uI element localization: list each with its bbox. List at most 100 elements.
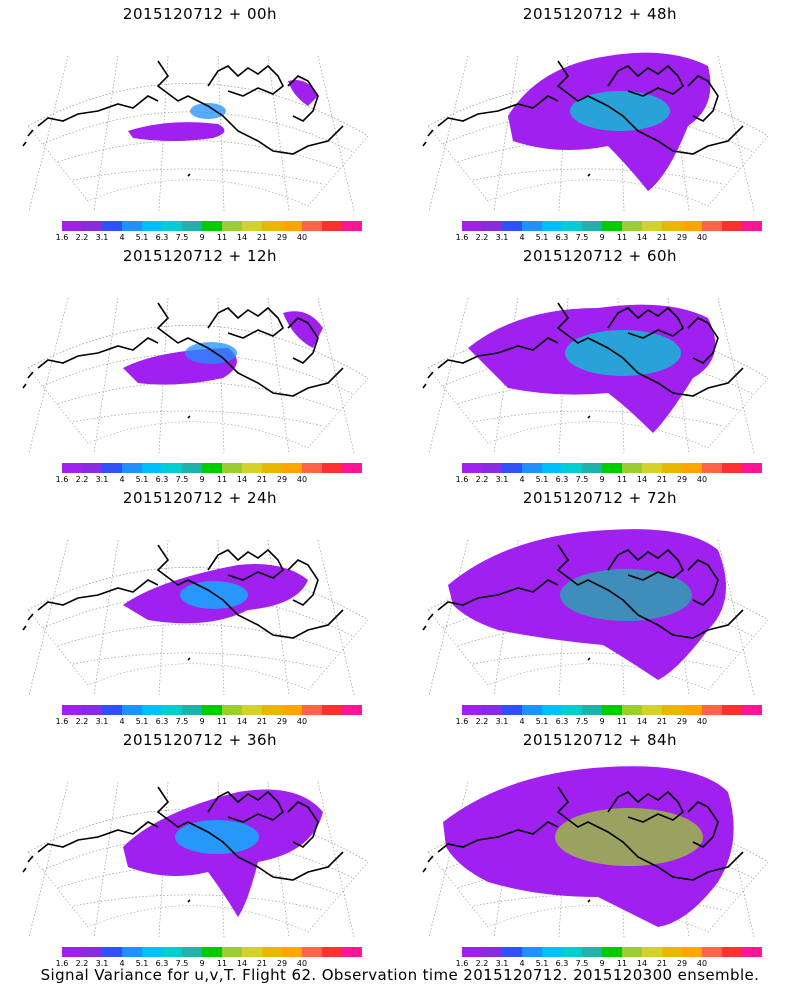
coastline	[156, 60, 344, 155]
colorbar-swatch	[682, 463, 702, 473]
colorbar-tick-label: 40	[296, 717, 308, 726]
colorbar-swatch	[582, 947, 602, 957]
colorbar-swatch	[662, 705, 682, 715]
colorbar-swatch	[122, 947, 142, 957]
longitude-line	[93, 297, 119, 454]
colorbar-tick-label: 7.5	[175, 717, 189, 726]
latitude-line	[472, 410, 724, 427]
colorbar-swatch	[542, 947, 562, 957]
map-boundary	[27, 325, 369, 449]
colorbar-tick-label: 6.3	[555, 717, 569, 726]
colorbar-tick-label: 7.5	[575, 475, 589, 484]
colorbar-tick-label: 1.6	[455, 717, 469, 726]
colorbar-tick-label: 9	[199, 717, 205, 726]
colorbar-swatch	[162, 221, 182, 231]
longitude-line	[428, 539, 469, 696]
colorbar-swatch	[242, 463, 262, 473]
polar-map	[22, 539, 369, 696]
map-panel: 2015120712 + 60h 1.6 2.2 3.1 4 5.1 6.3 7.5 9 11 14…	[400, 242, 800, 484]
colorbar-swatch	[462, 463, 482, 473]
coastline	[287, 801, 319, 848]
coastline	[156, 302, 344, 397]
colorbar-swatch	[722, 221, 742, 231]
colorbar-tick-label: 29	[276, 959, 288, 968]
coastline	[37, 337, 159, 369]
coastline	[437, 95, 559, 127]
coastline	[207, 790, 285, 823]
colorbar-tick-label: 6.3	[155, 717, 169, 726]
colorbar-swatch	[582, 463, 602, 473]
map-panel: 2015120712 + 48h 1.6 2.2 3.1 4 5.1 6.3 7.5 9 11 14…	[400, 0, 800, 242]
coastline	[556, 786, 744, 881]
colorbar-swatch	[522, 463, 542, 473]
longitude-line	[493, 55, 519, 212]
map-panel: 2015120712 + 36h 1.6 2.2 3.1 4 5.1 6.3 7.5 9 11 14…	[0, 726, 400, 969]
colorbar	[462, 705, 762, 715]
colorbar-tick-label: 4	[119, 475, 125, 484]
coastline	[287, 75, 319, 122]
longitude-line	[428, 55, 469, 212]
colorbar-labels: 1.6 2.2 3.1 4 5.1 6.3 7.5 9 11 14 21 29 40	[56, 959, 362, 969]
colorbar-swatch	[222, 221, 242, 231]
colorbar-swatch	[462, 947, 482, 957]
colorbar-swatch	[142, 463, 162, 473]
colorbar-tick-label: 2.2	[475, 959, 489, 968]
coastline	[607, 790, 685, 823]
colorbar-tick-label: 40	[696, 717, 708, 726]
latitude-line	[57, 140, 339, 169]
colorbar-tick-label: 9	[199, 959, 205, 968]
colorbar-labels: 1.6 2.2 3.1 4 5.1 6.3 7.5 9 11 14 21 29 40	[456, 717, 762, 727]
colorbar-swatch	[562, 705, 582, 715]
colorbar-swatch	[602, 705, 622, 715]
colorbar-swatch	[222, 947, 242, 957]
colorbar-swatch	[202, 221, 222, 231]
colorbar-swatch	[182, 463, 202, 473]
colorbar-swatch	[242, 221, 262, 231]
colorbar-swatch	[542, 463, 562, 473]
colorbar-swatch	[482, 947, 502, 957]
colorbar-tick-label: 2.2	[475, 475, 489, 484]
colorbar	[62, 947, 362, 957]
panel-title: 2015120712 + 00h	[122, 5, 278, 23]
colorbar-tick-label: 6.3	[155, 959, 169, 968]
colorbar-swatch	[622, 221, 642, 231]
colorbar-tick-label: 11	[216, 959, 228, 968]
longitude-line	[267, 781, 290, 938]
latitude-line	[57, 624, 339, 653]
variance-region	[288, 80, 318, 106]
latitude-line	[472, 894, 724, 911]
colorbar-tick-label: 11	[216, 475, 228, 484]
colorbar-tick-label: 3.1	[95, 233, 109, 242]
colorbar-tick-label: 14	[236, 717, 248, 726]
coastline	[687, 317, 719, 364]
polar-map	[22, 55, 369, 212]
colorbar-swatch	[582, 221, 602, 231]
colorbar	[462, 463, 762, 473]
colorbar-swatch	[502, 221, 522, 231]
coastline	[437, 579, 559, 611]
colorbar-swatch	[62, 221, 82, 231]
colorbar-swatch	[342, 705, 362, 715]
latitude-line	[442, 353, 754, 395]
colorbar-tick-label: 5.1	[135, 475, 149, 484]
polar-map	[422, 52, 769, 212]
colorbar-swatch	[202, 463, 222, 473]
colorbar-tick-label: 2.2	[75, 233, 89, 242]
colorbar-swatch	[702, 705, 722, 715]
colorbar-tick-label: 5.1	[135, 717, 149, 726]
polar-map	[422, 529, 769, 696]
colorbar-swatch	[142, 705, 162, 715]
latitude-line	[72, 652, 324, 669]
colorbar-swatch	[282, 463, 302, 473]
colorbar-swatch	[342, 221, 362, 231]
colorbar-swatch	[702, 221, 722, 231]
colorbar-tick-label: 14	[636, 959, 648, 968]
colorbar-swatch	[502, 947, 522, 957]
colorbar-tick-label: 11	[216, 233, 228, 242]
colorbar-tick-label: 21	[256, 959, 268, 968]
map-boundary	[427, 83, 769, 207]
colorbar-swatch	[222, 463, 242, 473]
colorbar-swatch	[682, 221, 702, 231]
colorbar-swatch	[302, 705, 322, 715]
colorbar-swatch	[482, 221, 502, 231]
